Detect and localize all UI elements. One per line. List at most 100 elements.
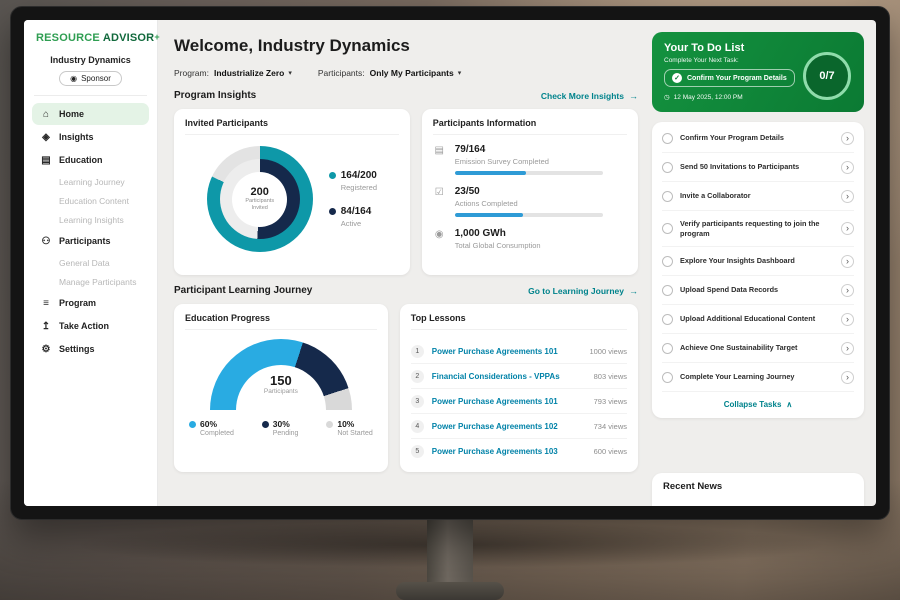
sidebar-item-program[interactable]: ≡ Program <box>32 292 149 314</box>
legend-registered: 164/200 Registered <box>328 170 377 192</box>
task-row-invite-collaborator[interactable]: Invite a Collaborator › <box>662 182 854 211</box>
education-progress-card: Education Progress 150 Participants <box>174 304 388 472</box>
task-checkbox[interactable] <box>662 161 673 173</box>
sidebar-item-learning-journey[interactable]: Learning Journey <box>59 176 125 187</box>
program-insights-header: Program Insights Check More Insights → <box>174 90 638 101</box>
task-checkbox[interactable] <box>662 255 673 267</box>
logo-text-primary: RESOURCE <box>36 32 100 44</box>
chevron-right-icon[interactable]: › <box>841 370 854 384</box>
app-logo: RESOURCE ADVISOR+ <box>24 32 160 44</box>
lesson-link[interactable]: Financial Considerations - VPPAs <box>431 371 560 381</box>
education-icon: ▤ <box>41 154 51 166</box>
task-row-explore-insights[interactable]: Explore Your Insights Dashboard › <box>662 247 854 277</box>
lesson-row: 5 Power Purchase Agreements 103 600 view… <box>410 439 627 463</box>
main-content: Welcome, Industry Dynamics Program: Indu… <box>158 20 652 506</box>
lesson-rank: 3 <box>410 394 424 408</box>
logo-text-secondary: ADVISOR <box>102 32 155 44</box>
task-row-upload-educational-content[interactable]: Upload Additional Educational Content › <box>662 305 854 335</box>
sidebar-item-general-data[interactable]: General Data <box>59 257 110 268</box>
recent-news-card: Recent News <box>652 473 864 506</box>
chevron-right-icon[interactable]: › <box>841 341 854 355</box>
stat-global-consumption: ◉ 1,000 GWh Total Global Consumption <box>433 228 627 255</box>
clock-icon: ◷ <box>664 94 670 101</box>
next-task-pill[interactable]: ✓ Confirm Your Program Details <box>664 69 795 87</box>
sidebar-item-take-action[interactable]: ↥ Take Action <box>32 315 149 337</box>
lesson-rank: 1 <box>410 344 424 358</box>
chevron-right-icon[interactable]: › <box>841 222 854 236</box>
legend-dot-completed <box>189 420 196 428</box>
card-title: Top Lessons <box>410 313 627 330</box>
legend-dot-registered <box>328 172 336 179</box>
task-label: Confirm Your Program Details <box>680 132 784 142</box>
sidebar-item-learning-insights[interactable]: Learning Insights <box>59 214 124 225</box>
energy-icon: ◉ <box>434 229 444 240</box>
task-row-achieve-target[interactable]: Achieve One Sustainability Target › <box>662 334 854 364</box>
task-row-complete-learning-journey[interactable]: Complete Your Learning Journey › <box>662 363 854 393</box>
task-checkbox[interactable] <box>662 284 673 296</box>
lesson-row: 4 Power Purchase Agreements 102 734 view… <box>410 414 627 439</box>
task-label: Achieve One Sustainability Target <box>680 343 798 353</box>
task-row-upload-spend-data[interactable]: Upload Spend Data Records › <box>662 276 854 306</box>
task-label: Upload Additional Educational Content <box>680 314 816 324</box>
donut-center-value: 200 <box>250 185 269 198</box>
stat-label: Total Global Consumption <box>454 241 541 250</box>
participants-select-value: Only My Participants <box>369 68 454 78</box>
task-row-send-invitations[interactable]: Send 50 Invitations to Participants › <box>662 153 854 182</box>
dashboard-screen: RESOURCE ADVISOR+ Industry Dynamics ◉ Sp… <box>24 20 876 506</box>
task-checkbox[interactable] <box>662 132 673 144</box>
task-label: Send 50 Invitations to Participants <box>680 161 800 171</box>
gauge-center-label: Participants <box>263 388 298 395</box>
task-checkbox[interactable] <box>662 371 673 383</box>
lesson-views: 793 views <box>593 396 627 406</box>
lesson-link[interactable]: Power Purchase Agreements 102 <box>431 421 558 431</box>
chevron-right-icon[interactable]: › <box>841 131 854 145</box>
stat-label: Emission Survey Completed <box>454 157 549 166</box>
task-checkbox[interactable] <box>662 313 673 325</box>
lesson-link[interactable]: Power Purchase Agreements 101 <box>431 346 558 356</box>
collapse-tasks-link[interactable]: Collapse Tasks ∧ <box>662 392 854 413</box>
task-checkbox[interactable] <box>662 190 673 202</box>
lesson-rank: 2 <box>410 369 424 383</box>
legend-completed: 60% Completed <box>189 419 234 437</box>
lesson-link[interactable]: Power Purchase Agreements 103 <box>431 446 558 456</box>
program-select[interactable]: Program: Industrialize Zero ▾ <box>174 68 292 78</box>
chevron-right-icon[interactable]: › <box>841 189 854 203</box>
legend-label: Pending <box>272 430 299 437</box>
next-task-label: Confirm Your Program Details <box>687 74 787 82</box>
participants-select[interactable]: Participants: Only My Participants ▾ <box>318 68 461 78</box>
sidebar-item-education-content[interactable]: Education Content <box>59 195 129 206</box>
sidebar-nav: ⌂ Home ◈ Insights ▤ Education Learning J… <box>24 100 157 363</box>
go-to-learning-journey-link[interactable]: Go to Learning Journey → <box>528 286 638 296</box>
chevron-right-icon[interactable]: › <box>841 160 854 174</box>
program-icon: ≡ <box>43 297 49 309</box>
sidebar-item-label: Settings <box>59 344 95 354</box>
task-checkbox[interactable] <box>662 223 673 235</box>
recent-news-title: Recent News <box>663 481 723 492</box>
chevron-right-icon[interactable]: › <box>841 312 854 326</box>
lesson-link[interactable]: Power Purchase Agreements 101 <box>431 396 558 406</box>
legend-pending: 30% Pending <box>261 419 299 437</box>
chevron-right-icon[interactable]: › <box>841 283 854 297</box>
sidebar-item-home[interactable]: ⌂ Home <box>32 103 149 125</box>
check-more-insights-link[interactable]: Check More Insights → <box>541 91 638 101</box>
legend-not-started: 10% Not Started <box>326 419 373 437</box>
chevron-down-icon: ▾ <box>288 70 292 77</box>
task-row-verify-participants[interactable]: Verify participants requesting to join t… <box>662 211 854 248</box>
invited-legend: 164/200 Registered 84/164 Active <box>328 170 377 228</box>
task-checkbox[interactable] <box>662 342 673 354</box>
task-row-confirm-program[interactable]: Confirm Your Program Details › <box>662 124 854 153</box>
task-label: Explore Your Insights Dashboard <box>680 256 795 266</box>
sidebar-item-manage-participants[interactable]: Manage Participants <box>59 276 137 287</box>
sponsor-badge[interactable]: ◉ Sponsor <box>59 71 122 86</box>
sidebar-item-education[interactable]: ▤ Education <box>32 149 149 171</box>
todo-progress-ring: 0/7 <box>803 52 851 100</box>
sponsor-icon: ◉ <box>70 74 78 83</box>
chevron-right-icon[interactable]: › <box>841 254 854 268</box>
sidebar-item-settings[interactable]: ⚙ Settings <box>32 338 149 360</box>
sidebar-item-insights[interactable]: ◈ Insights <box>32 126 149 148</box>
sidebar-item-participants[interactable]: ⚇ Participants <box>32 230 149 252</box>
lesson-views: 803 views <box>593 371 627 381</box>
link-label: Go to Learning Journey <box>528 285 624 296</box>
legend-value: 84/164 <box>340 206 372 217</box>
